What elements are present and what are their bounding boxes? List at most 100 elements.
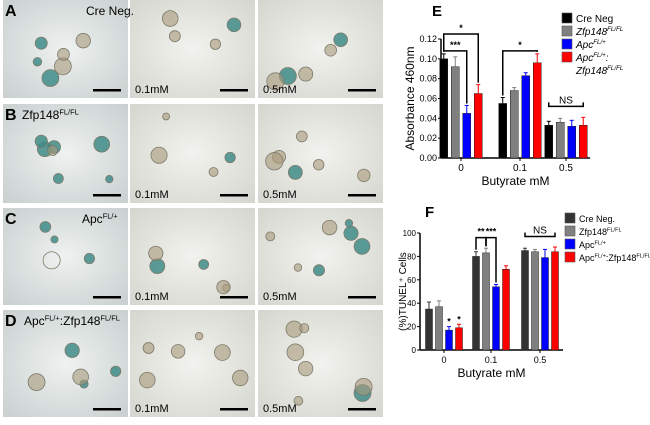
legend-label-text: Apc <box>575 53 593 64</box>
organoid <box>72 368 89 386</box>
bar-2-2 <box>541 257 549 351</box>
bar-3-2 <box>579 125 588 159</box>
organoid <box>150 146 168 164</box>
significance-label: * <box>457 314 461 324</box>
scale-bar <box>220 194 248 197</box>
organoid <box>232 369 249 387</box>
concentration-label: 0.5mM <box>263 291 297 303</box>
significance-label: * <box>459 23 463 33</box>
organoid <box>50 235 59 244</box>
bar-1-2 <box>531 251 539 351</box>
bar-3-1 <box>533 62 542 159</box>
micrograph-b-1: 0.1mM <box>130 104 255 203</box>
organoid <box>293 396 304 406</box>
legend-label: ApcFL/+ <box>579 240 606 250</box>
organoid <box>110 365 122 377</box>
micrograph-b-2: 0.5mM <box>258 104 383 203</box>
bar-2-0 <box>462 113 471 159</box>
organoid <box>32 57 43 67</box>
panel-letter: B <box>5 107 17 124</box>
scale-bar <box>348 89 376 92</box>
micrograph-c-0 <box>3 208 128 305</box>
organoid <box>34 134 48 148</box>
bar-0-0 <box>425 308 433 351</box>
significance-bracket <box>443 33 479 83</box>
genotype-label: ApcFL/+:Zfp148FL/FL <box>24 313 120 328</box>
micrograph-image <box>130 310 255 417</box>
panel-letter: D <box>5 313 17 330</box>
legend-label-text: Apc <box>575 40 593 51</box>
micrograph-d-1: 0.1mM <box>130 310 255 417</box>
organoid <box>287 165 303 180</box>
organoid <box>47 145 58 156</box>
organoid <box>83 252 95 265</box>
legend-swatch <box>561 51 573 63</box>
scale-bar <box>93 296 121 299</box>
legend-label-text: Apc <box>579 253 595 263</box>
organoid <box>226 17 242 33</box>
organoid <box>353 238 371 255</box>
y-tick-label: 0.08 <box>419 74 437 84</box>
y-axis-label: (%)TUNEL⁺ Cells <box>398 252 409 331</box>
scale-bar <box>348 194 376 197</box>
concentration-label: 0.1mM <box>135 291 169 303</box>
panel-letter: C <box>5 211 17 228</box>
y-tick-label: 0.06 <box>419 94 437 104</box>
legend-label: Zfp148FL/FL <box>579 227 622 237</box>
legend-label-sup: FL/+ <box>593 52 606 59</box>
bar-1-0 <box>435 306 443 351</box>
y-tick-label: 0 <box>412 346 417 355</box>
organoid <box>93 135 111 153</box>
significance-bracket <box>443 50 468 104</box>
significance-bracket <box>524 232 556 238</box>
genotype-label-sup2: FL/FL <box>100 313 119 322</box>
legend-label-sup2: FL/FL <box>636 254 650 260</box>
bar-1-1 <box>482 252 490 351</box>
legend-label-text2: :Zfp148 <box>606 253 637 263</box>
x-tick-label: 0 <box>441 355 446 365</box>
organoid <box>265 231 276 242</box>
significance-label: *** <box>450 40 461 50</box>
legend-swatch <box>564 251 576 263</box>
genotype-label-text2: :Zfp148 <box>60 314 101 328</box>
y-tick-label: 80 <box>407 252 416 261</box>
micrograph-image <box>258 208 383 305</box>
y-tick-label: 0.12 <box>419 34 437 44</box>
concentration-label: 0.5mM <box>263 189 297 201</box>
x-tick-label: 0.1 <box>513 163 527 174</box>
legend-label-2-text: Zfp148 <box>575 66 608 77</box>
legend-label-text: Zfp148 <box>575 27 608 38</box>
legend-label: ApcFL/+:Zfp148FL/FL <box>579 253 650 263</box>
y-tick-label: 100 <box>403 229 417 238</box>
organoid <box>52 173 64 184</box>
legend-label-text: Apc <box>579 240 595 250</box>
concentration-label: 0.1mM <box>135 84 169 96</box>
organoid <box>298 66 314 82</box>
legend-label-sup: FL/FL <box>607 26 624 33</box>
organoid <box>357 168 371 182</box>
chart-f: F 0 20 40 60 80 100 (%)TUNEL⁺ Cells 0 0.1 0.5 Butyr… <box>398 204 650 380</box>
legend-label: ApcFL/+: <box>575 52 609 64</box>
y-tick-label: 0.10 <box>419 54 437 64</box>
y-tick-label: 40 <box>407 299 416 308</box>
concentration-label: 0.1mM <box>135 403 169 415</box>
organoid <box>343 225 359 241</box>
bar-1-2 <box>556 122 565 159</box>
legend-label-2: Zfp148FL/FL <box>575 65 624 77</box>
legend-label-sup: FL/FL <box>607 228 622 234</box>
bar-0-0 <box>439 58 448 159</box>
micrograph-a-0 <box>3 0 128 98</box>
legend-swatch <box>564 212 576 224</box>
organoid <box>299 323 310 334</box>
bar-2-1 <box>521 75 530 159</box>
micrograph-c-2: 0.5mM <box>258 208 383 305</box>
panel-letter: F <box>425 204 434 221</box>
significance-label: ** <box>477 227 485 237</box>
significance-label: * <box>447 317 451 327</box>
micrograph-image <box>3 310 128 417</box>
micrograph-a-1: 0.1mM <box>130 0 255 98</box>
organoid <box>208 167 219 177</box>
concentration-label: 0.1mM <box>135 189 169 201</box>
genotype-label-text: Apc <box>24 314 45 328</box>
